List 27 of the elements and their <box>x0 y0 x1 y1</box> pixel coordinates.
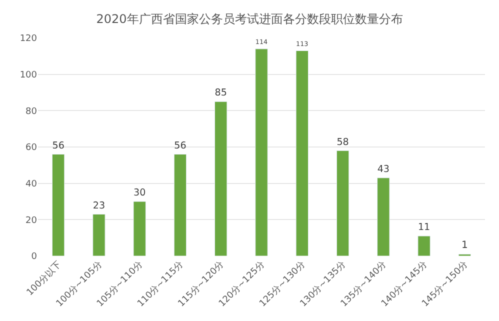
data-label: 58 <box>336 136 349 148</box>
data-label: 1 <box>461 240 468 252</box>
y-tick-label: 120 <box>20 34 38 44</box>
data-label: 56 <box>52 140 64 152</box>
y-tick-label: 20 <box>26 216 38 226</box>
y-tick-label: 60 <box>26 143 38 154</box>
bar <box>418 236 430 256</box>
bar <box>92 214 106 256</box>
y-tick-label: 100 <box>20 70 38 80</box>
y-tick-label: 0 <box>31 252 38 262</box>
bar <box>174 154 187 256</box>
data-label: 23 <box>92 200 106 212</box>
bar <box>255 48 268 256</box>
bar <box>133 201 146 256</box>
data-label: 43 <box>377 164 390 176</box>
data-label: 56 <box>174 140 186 152</box>
chart-title: 2020年广西省国家公务员考试进面各分数段职位数量分布 <box>96 12 403 26</box>
bar <box>296 50 308 256</box>
data-label: 11 <box>418 222 430 234</box>
data-label: 85 <box>214 88 227 99</box>
data-label: 30 <box>134 188 146 199</box>
bar <box>52 154 65 256</box>
y-tick-label: 40 <box>26 179 38 190</box>
bar <box>336 150 350 256</box>
bar <box>377 178 390 256</box>
y-tick-label: 80 <box>26 106 38 117</box>
bar <box>214 101 228 256</box>
